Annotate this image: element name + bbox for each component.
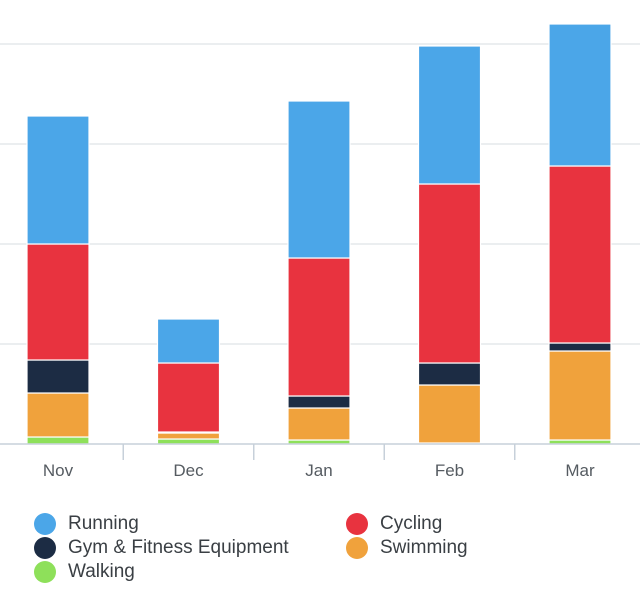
bar-segment-swimming-dec[interactable] [156,432,221,440]
x-tick-label-mar: Mar [565,461,595,480]
legend-label-walking: Walking [68,561,135,582]
bar-segment-gym-fitness-equipment-nov[interactable] [26,359,90,394]
x-tick-label-feb: Feb [435,461,464,480]
bar-segment-swimming-mar[interactable] [548,350,612,441]
bar-segment-running-dec[interactable] [156,318,221,364]
bar-segment-swimming-jan[interactable] [287,407,351,441]
x-tick-label-jan: Jan [305,461,332,480]
legend-item-running[interactable]: Running [34,512,139,536]
legend-swatch-swimming [346,537,368,559]
bar-segment-walking-nov[interactable] [26,436,90,445]
x-tick-label-nov: Nov [43,461,74,480]
bar-segment-swimming-feb[interactable] [417,384,482,444]
x-axis: Nov Dec Jan Feb Mar [0,443,640,480]
legend-item-cycling[interactable]: Cycling [346,512,442,536]
bar-segment-gym-fitness-equipment-jan[interactable] [287,395,351,409]
bar-segment-cycling-dec[interactable] [156,362,221,433]
legend-label-swimming: Swimming [380,537,468,558]
legend-label-cycling: Cycling [380,513,443,534]
bar-segment-cycling-feb[interactable] [417,183,482,364]
legend-item-swimming[interactable]: Swimming [346,536,468,560]
legend-swatch-gym-fitness-equipment [34,537,56,559]
x-tick-label-dec: Dec [173,461,204,480]
bar-segment-swimming-nov[interactable] [26,392,90,438]
legend-item-walking[interactable]: Walking [34,560,135,584]
bar-segment-running-mar[interactable] [548,23,612,167]
legend-swatch-cycling [346,513,368,535]
bar-segment-running-feb[interactable] [417,45,482,185]
legend-label-gym-fitness-equipment: Gym & Fitness Equipment [68,537,289,558]
bar-segment-running-nov[interactable] [26,115,90,245]
bar-segment-running-jan[interactable] [287,100,351,259]
bar-segment-cycling-jan[interactable] [287,257,351,397]
legend: Running Cycling Gym & Fitness Equipment … [0,500,640,600]
bar-segment-gym-fitness-equipment-feb[interactable] [417,362,482,386]
bar-segment-cycling-nov[interactable] [26,243,90,361]
legend-item-gym-fitness-equipment[interactable]: Gym & Fitness Equipment [34,536,289,560]
bars [26,23,612,445]
legend-swatch-walking [34,561,56,583]
legend-label-running: Running [68,513,139,534]
bar-segment-cycling-mar[interactable] [548,165,612,344]
bar-segment-gym-fitness-equipment-mar[interactable] [548,342,612,352]
legend-swatch-running [34,513,56,535]
stacked-bar-chart: Nov Dec Jan Feb Mar [0,23,640,480]
